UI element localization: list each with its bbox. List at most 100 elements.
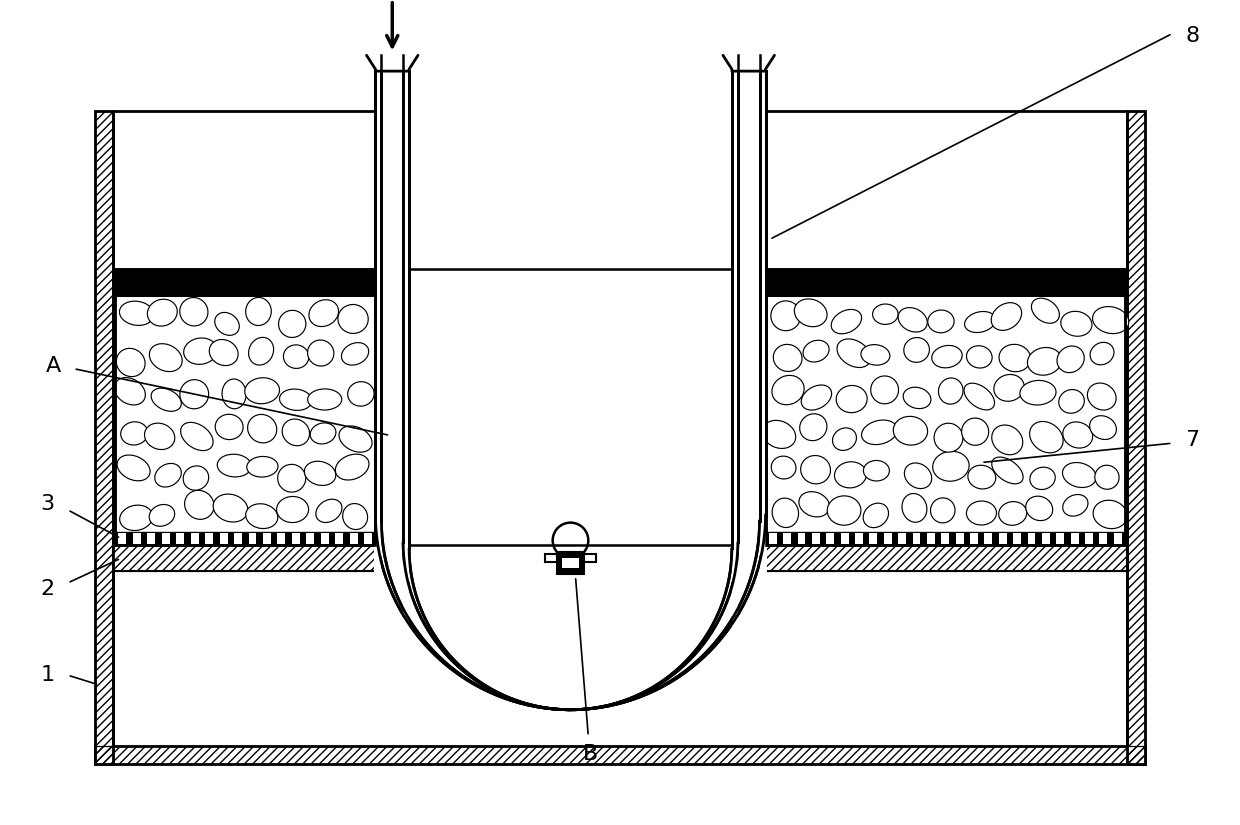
- Ellipse shape: [506, 416, 531, 443]
- Bar: [115, 297, 376, 531]
- Ellipse shape: [283, 419, 310, 446]
- Ellipse shape: [507, 378, 539, 408]
- Ellipse shape: [308, 340, 334, 366]
- Bar: [707, 533, 714, 544]
- Ellipse shape: [698, 505, 732, 527]
- Text: A: A: [46, 356, 61, 376]
- Ellipse shape: [410, 384, 443, 412]
- Bar: [278, 533, 285, 544]
- Bar: [176, 533, 184, 544]
- Ellipse shape: [993, 375, 1024, 401]
- Ellipse shape: [155, 464, 181, 487]
- Ellipse shape: [440, 348, 467, 375]
- Bar: [403, 71, 409, 710]
- Ellipse shape: [661, 412, 693, 441]
- Ellipse shape: [773, 498, 799, 527]
- Ellipse shape: [606, 416, 635, 446]
- Ellipse shape: [605, 340, 640, 372]
- Ellipse shape: [1063, 463, 1096, 488]
- Bar: [760, 71, 765, 710]
- Bar: [841, 533, 848, 544]
- Ellipse shape: [636, 427, 671, 447]
- Ellipse shape: [672, 454, 698, 482]
- Ellipse shape: [277, 497, 309, 522]
- Ellipse shape: [418, 307, 446, 335]
- Bar: [409, 531, 732, 545]
- Ellipse shape: [511, 337, 543, 363]
- Ellipse shape: [771, 456, 796, 479]
- Bar: [148, 533, 155, 544]
- Ellipse shape: [335, 454, 370, 480]
- Ellipse shape: [966, 346, 992, 368]
- Bar: [409, 297, 732, 531]
- Ellipse shape: [440, 297, 474, 324]
- Bar: [454, 533, 463, 544]
- Ellipse shape: [873, 304, 898, 324]
- Bar: [409, 269, 732, 545]
- Bar: [376, 71, 382, 710]
- Bar: [365, 533, 372, 544]
- Ellipse shape: [862, 420, 898, 445]
- Ellipse shape: [117, 455, 150, 481]
- Ellipse shape: [145, 423, 175, 450]
- Ellipse shape: [573, 377, 603, 407]
- Bar: [525, 533, 532, 544]
- Bar: [1127, 111, 1145, 764]
- Ellipse shape: [180, 298, 208, 326]
- Ellipse shape: [565, 302, 599, 326]
- Ellipse shape: [963, 383, 994, 410]
- Bar: [1070, 533, 1079, 544]
- Ellipse shape: [934, 423, 963, 452]
- Bar: [374, 233, 410, 547]
- Ellipse shape: [541, 453, 572, 479]
- Ellipse shape: [998, 502, 1027, 526]
- Bar: [263, 533, 270, 544]
- Ellipse shape: [512, 299, 542, 328]
- Ellipse shape: [479, 423, 506, 453]
- Bar: [115, 269, 376, 297]
- Bar: [161, 533, 170, 544]
- Bar: [732, 71, 738, 710]
- Bar: [665, 533, 672, 544]
- Bar: [622, 533, 631, 544]
- Bar: [553, 533, 560, 544]
- Ellipse shape: [181, 422, 213, 450]
- Ellipse shape: [538, 338, 570, 369]
- Ellipse shape: [308, 389, 342, 410]
- Ellipse shape: [893, 417, 928, 446]
- Ellipse shape: [316, 499, 342, 522]
- Bar: [562, 559, 579, 568]
- Ellipse shape: [930, 497, 955, 523]
- Bar: [95, 747, 1145, 764]
- Ellipse shape: [184, 338, 217, 365]
- Ellipse shape: [247, 456, 278, 477]
- Ellipse shape: [184, 466, 208, 490]
- Ellipse shape: [117, 348, 145, 377]
- Ellipse shape: [210, 339, 238, 365]
- Ellipse shape: [244, 378, 279, 403]
- Bar: [191, 533, 198, 544]
- Ellipse shape: [481, 301, 507, 330]
- Ellipse shape: [636, 304, 666, 330]
- Ellipse shape: [932, 451, 970, 481]
- Ellipse shape: [1090, 342, 1114, 365]
- Ellipse shape: [342, 503, 367, 530]
- Ellipse shape: [246, 298, 272, 326]
- Ellipse shape: [278, 464, 306, 493]
- Ellipse shape: [151, 389, 181, 412]
- Ellipse shape: [309, 299, 339, 327]
- Bar: [738, 71, 760, 710]
- Bar: [538, 533, 547, 544]
- Ellipse shape: [799, 492, 830, 517]
- Ellipse shape: [546, 427, 575, 455]
- Ellipse shape: [572, 497, 600, 522]
- Ellipse shape: [663, 349, 699, 370]
- Ellipse shape: [939, 378, 963, 404]
- Text: 1: 1: [41, 665, 55, 685]
- Bar: [306, 533, 314, 544]
- Ellipse shape: [1032, 298, 1059, 323]
- Bar: [720, 533, 729, 544]
- Ellipse shape: [773, 375, 805, 405]
- Bar: [95, 111, 113, 764]
- Bar: [651, 533, 658, 544]
